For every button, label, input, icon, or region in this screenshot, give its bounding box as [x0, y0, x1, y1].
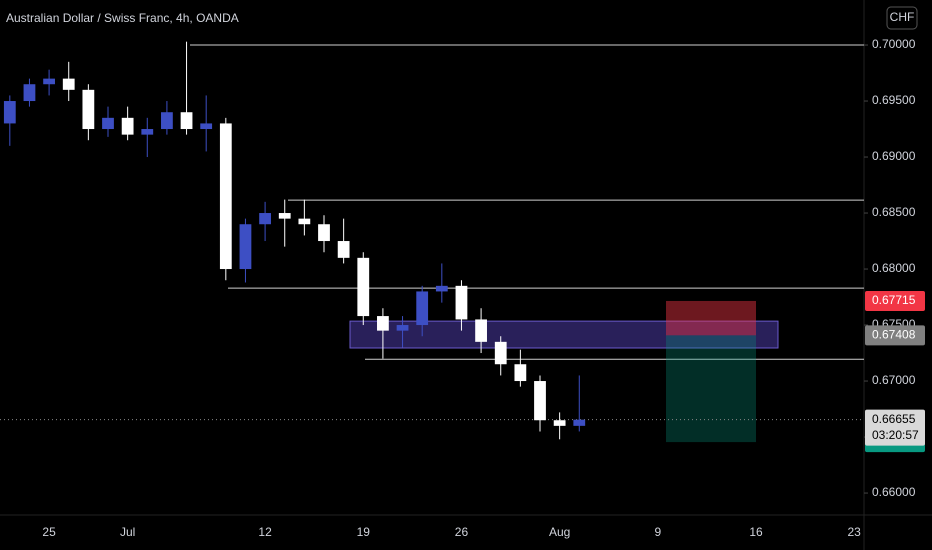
candle-body [337, 241, 350, 258]
stop-zone [666, 300, 756, 336]
entry-label: 0.67408 [872, 328, 916, 342]
x-tick-label: 19 [357, 525, 371, 539]
candle-body [259, 213, 271, 225]
candle-body [121, 117, 134, 135]
candle-body [239, 224, 252, 270]
x-tick-label: 12 [258, 525, 272, 539]
currency-button[interactable] [886, 6, 918, 30]
candle-body [357, 257, 370, 317]
countdown: 03:20:57 [872, 428, 919, 442]
candle-body [141, 129, 154, 135]
candle-body [23, 84, 36, 102]
candle-body [82, 89, 95, 130]
candle-body [416, 291, 429, 326]
candle-body [475, 319, 487, 342]
x-tick-label: 25 [42, 525, 56, 539]
candle-body [43, 78, 55, 85]
stop-label: 0.67715 [872, 293, 916, 307]
candle-body [180, 112, 193, 130]
candle-body [534, 381, 546, 421]
candle-body [318, 224, 330, 242]
currency-label[interactable]: CHF [890, 10, 915, 24]
candle-body [219, 123, 232, 270]
last-price-label: 0.66655 [872, 412, 916, 426]
x-tick-label: 26 [455, 525, 469, 539]
zone [349, 320, 779, 349]
candle-body [573, 419, 586, 426]
candle-body [3, 101, 16, 124]
y-tick-label: 0.66000 [872, 485, 916, 499]
candle-body [161, 112, 173, 130]
last-price-box [865, 409, 925, 446]
x-tick-label: 9 [654, 525, 661, 539]
candle-body [62, 78, 75, 90]
stop-label-box [865, 290, 925, 311]
x-tick-label: Jul [120, 525, 135, 539]
y-tick-label: 0.69500 [872, 93, 916, 107]
candle-body [278, 213, 291, 219]
y-tick-label: 0.69000 [872, 149, 916, 163]
y-tick-label: 0.67000 [872, 373, 916, 387]
candle-body [396, 325, 409, 331]
entry-label-box [865, 325, 925, 346]
candle-body [377, 316, 389, 331]
x-tick-label: 23 [848, 525, 862, 539]
candle-body [494, 341, 507, 365]
candle-body [514, 364, 527, 382]
candle-body [102, 117, 114, 130]
target-zone [666, 335, 756, 443]
y-tick-label: 0.68000 [872, 261, 916, 275]
chart-title: Australian Dollar / Swiss Franc, 4h, OAN… [6, 11, 239, 25]
x-tick-label: 16 [749, 525, 763, 539]
x-tick-label: Aug [549, 525, 570, 539]
candle-body [200, 123, 213, 130]
candle-body [553, 420, 566, 426]
candle-body [455, 285, 468, 320]
candle-body [435, 285, 448, 292]
y-tick-label: 0.68500 [872, 205, 916, 219]
y-tick-label: 0.70000 [872, 37, 916, 51]
candle-body [298, 218, 311, 225]
